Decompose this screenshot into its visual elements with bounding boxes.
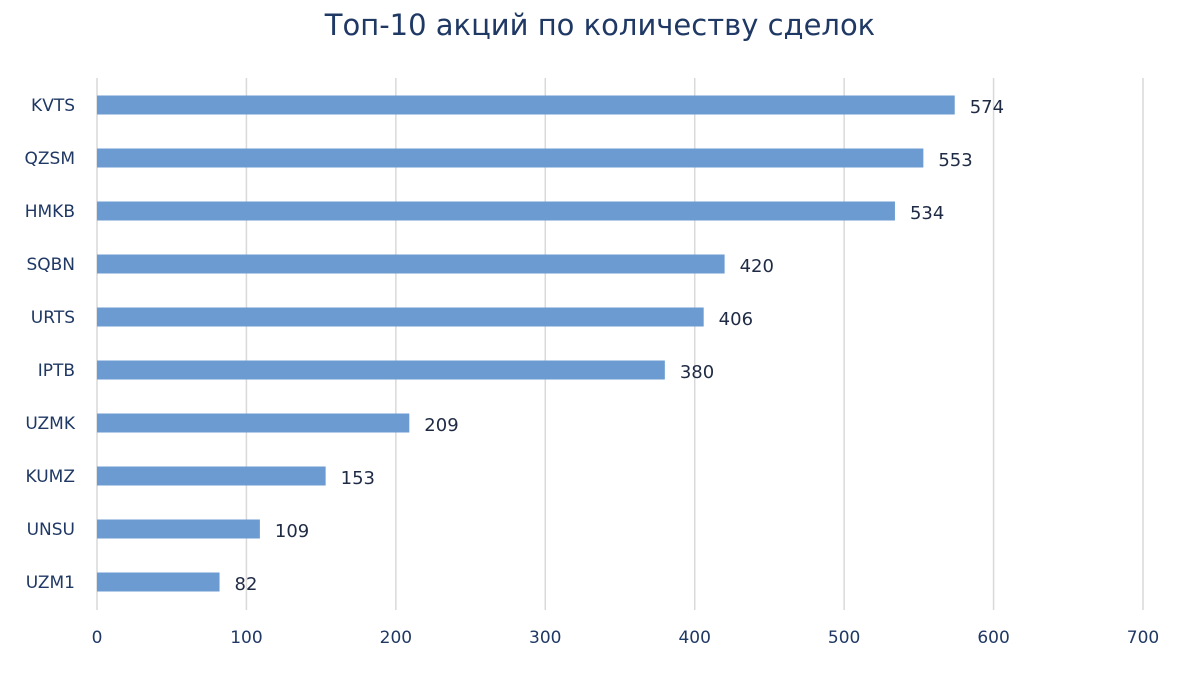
x-tick-label: 500 xyxy=(828,628,860,648)
bar-sqbn xyxy=(97,254,725,274)
data-label: 109 xyxy=(275,521,309,542)
chart-title: Топ-10 акций по количеству сделок xyxy=(324,8,876,42)
x-tick-label: 300 xyxy=(529,628,561,648)
category-label: UZMK xyxy=(25,414,75,434)
category-label: URTS xyxy=(31,308,75,328)
labels: 0 100 200 300 400 500 600 700 KVTS 574 QZSM 553 HMKB… xyxy=(25,96,1160,648)
category-label: HMKB xyxy=(25,202,75,222)
bar-urts xyxy=(97,307,704,327)
category-label: KUMZ xyxy=(26,467,75,487)
bar-kumz xyxy=(97,466,326,486)
bar-uzm1 xyxy=(97,572,220,592)
data-label: 82 xyxy=(235,574,258,595)
bars xyxy=(97,95,955,592)
data-label: 380 xyxy=(680,362,714,383)
bar-hmkb xyxy=(97,201,895,221)
bar-unsu xyxy=(97,519,260,539)
bar-qzsm xyxy=(97,148,924,168)
category-label: UZM1 xyxy=(26,573,75,593)
x-tick-label: 100 xyxy=(230,628,262,648)
x-tick-label: 700 xyxy=(1127,628,1159,648)
bar-iptb xyxy=(97,360,665,380)
data-label: 574 xyxy=(970,97,1004,118)
category-label: SQBN xyxy=(26,255,75,275)
x-tick-label: 200 xyxy=(380,628,412,648)
bar-uzmk xyxy=(97,413,410,433)
x-tick-label: 400 xyxy=(678,628,710,648)
data-label: 534 xyxy=(910,203,944,224)
bar-kvts xyxy=(97,95,955,115)
category-label: UNSU xyxy=(27,520,75,540)
x-tick-label: 0 xyxy=(92,628,103,648)
category-label: KVTS xyxy=(31,96,75,116)
data-label: 406 xyxy=(719,309,753,330)
data-label: 553 xyxy=(938,150,972,171)
x-tick-label: 600 xyxy=(977,628,1009,648)
category-label: IPTB xyxy=(38,361,75,381)
data-label: 153 xyxy=(341,468,375,489)
data-label: 209 xyxy=(424,415,458,436)
category-label: QZSM xyxy=(25,149,76,169)
data-label: 420 xyxy=(740,256,774,277)
